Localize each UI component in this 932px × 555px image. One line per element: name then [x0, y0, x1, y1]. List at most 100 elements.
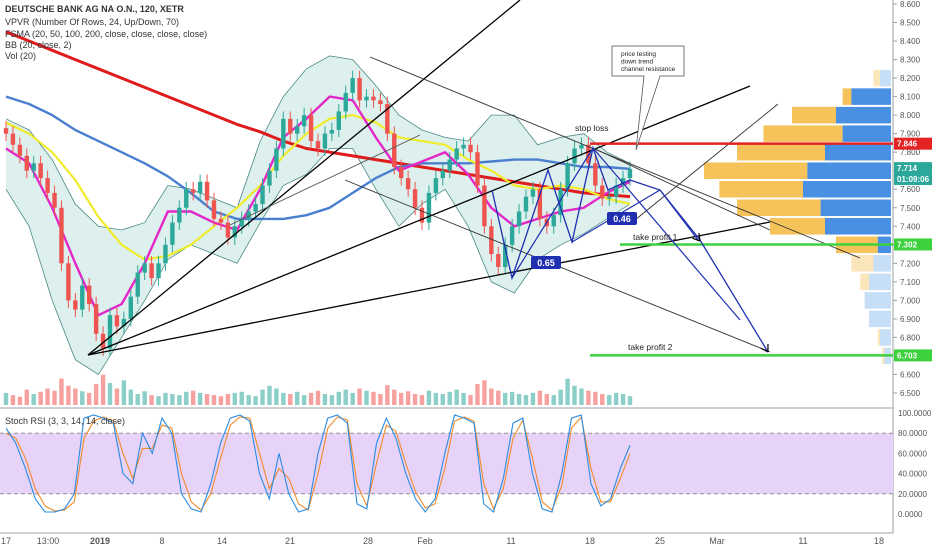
- y-tick-label: 8.200: [900, 74, 921, 83]
- candle-body: [475, 152, 480, 186]
- candle-body: [191, 189, 196, 193]
- volume-bar: [412, 394, 418, 405]
- volume-bar: [163, 392, 168, 405]
- volume-bar: [59, 378, 64, 405]
- candle-body: [128, 296, 133, 319]
- volume-bar: [620, 394, 626, 405]
- candle-body: [385, 104, 390, 134]
- volume-bar: [593, 391, 598, 405]
- price-tag-label: 01:09:06: [897, 175, 930, 184]
- candle-body: [142, 263, 147, 273]
- candle-body: [350, 78, 355, 93]
- fib-label-046: 0.46: [613, 214, 631, 224]
- vp-down-bar: [770, 218, 825, 235]
- stoch-tick-label: 20.0000: [898, 490, 927, 499]
- volume-bar: [191, 390, 196, 405]
- vp-up-bar: [825, 218, 891, 235]
- volume-bar: [572, 385, 577, 405]
- price-tag-label: 7.302: [897, 240, 918, 249]
- volume-bar: [385, 385, 390, 405]
- callout-text: channel resistance: [621, 66, 676, 73]
- candle-body: [38, 163, 43, 179]
- candle-body: [135, 272, 140, 297]
- volume-bar: [100, 374, 106, 405]
- candle-body: [447, 159, 452, 171]
- vp-up-bar: [825, 143, 891, 161]
- candle-body: [530, 189, 536, 197]
- stoch-legend[interactable]: Stoch RSI (3, 3, 14, 14, close): [5, 416, 126, 426]
- volume-bar: [392, 389, 397, 405]
- x-tick-label: 28: [363, 536, 373, 546]
- vp-down-bar: [860, 273, 869, 291]
- candle-body: [523, 196, 529, 212]
- volume-bar: [114, 388, 120, 405]
- candle-body: [405, 178, 411, 190]
- volume-bar: [295, 391, 300, 405]
- volume-bar: [551, 395, 556, 405]
- y-tick-label: 8.000: [900, 111, 921, 120]
- candle-body: [329, 129, 335, 134]
- volume-bar: [378, 394, 383, 405]
- vp-up-bar: [803, 180, 891, 198]
- price-tag: [894, 238, 932, 251]
- candle-body: [378, 100, 383, 105]
- volume-bar: [211, 395, 217, 405]
- candle-body: [170, 222, 175, 245]
- vol-legend[interactable]: Vol (20): [5, 51, 37, 61]
- volume-bar: [281, 392, 286, 405]
- volume-bar: [336, 391, 341, 405]
- trendline-steep: [87, 0, 521, 356]
- price-tag-label: 7.714: [897, 164, 918, 173]
- vp-down-bar: [851, 255, 874, 272]
- callout-text: down trend: [621, 59, 654, 66]
- x-tick-label: 11: [506, 536, 515, 546]
- candle-body: [454, 148, 459, 160]
- bb-legend[interactable]: BB (20, close, 2): [5, 40, 72, 50]
- candle-body: [107, 315, 113, 349]
- volume-bar: [509, 391, 515, 405]
- stoch-rsi-pane: [0, 414, 893, 513]
- candle-body: [322, 133, 328, 149]
- volume-bar: [343, 389, 348, 405]
- candle-body: [461, 144, 466, 149]
- volume-bar: [225, 394, 231, 405]
- y-tick-label: 7.400: [900, 222, 921, 231]
- y-tick-label: 8.500: [900, 19, 921, 28]
- y-tick-label: 6.800: [900, 333, 921, 342]
- symbol-title[interactable]: DEUTSCHE BANK AG NA O.N., 120, XETR: [5, 4, 184, 14]
- candle-body: [177, 207, 182, 223]
- stoch-tick-label: 40.0000: [898, 470, 927, 479]
- vpvr-legend[interactable]: VPVR (Number Of Rows, 24, Up/Down, 70): [5, 17, 180, 27]
- y-tick-label: 7.800: [900, 148, 921, 157]
- candle-body: [315, 141, 321, 149]
- candle-body: [364, 96, 369, 101]
- volume-bar: [537, 390, 543, 405]
- fib-label-065: 0.65: [537, 258, 555, 268]
- candle-body: [246, 211, 251, 219]
- volume-bar: [482, 380, 487, 405]
- volume-bar: [3, 392, 9, 405]
- candle-body: [509, 226, 515, 245]
- candle-body: [503, 244, 508, 268]
- volume-bar: [31, 394, 36, 405]
- stoch-band: [0, 433, 893, 494]
- candle-body: [565, 163, 570, 190]
- stoch-d-line: [5, 415, 631, 512]
- x-tick-label: 13:00: [37, 536, 60, 546]
- y-tick-label: 8.400: [900, 37, 921, 46]
- volume-bar: [52, 390, 57, 405]
- vp-up-bar: [836, 106, 891, 124]
- fsma-legend[interactable]: FSMA (20, 50, 100, 200, close, close, cl…: [5, 29, 208, 39]
- volume-bar: [246, 395, 251, 405]
- vp-up-bar: [869, 273, 891, 291]
- callout-pointer: [635, 75, 661, 151]
- stoch-k-line: [5, 414, 631, 513]
- channel-upper: [369, 56, 861, 259]
- vp-up-bar: [820, 199, 891, 217]
- price-tag: [894, 349, 932, 362]
- fib-label-065-bg: [531, 256, 561, 269]
- projection-leg: [659, 189, 699, 241]
- candle-body: [613, 185, 619, 197]
